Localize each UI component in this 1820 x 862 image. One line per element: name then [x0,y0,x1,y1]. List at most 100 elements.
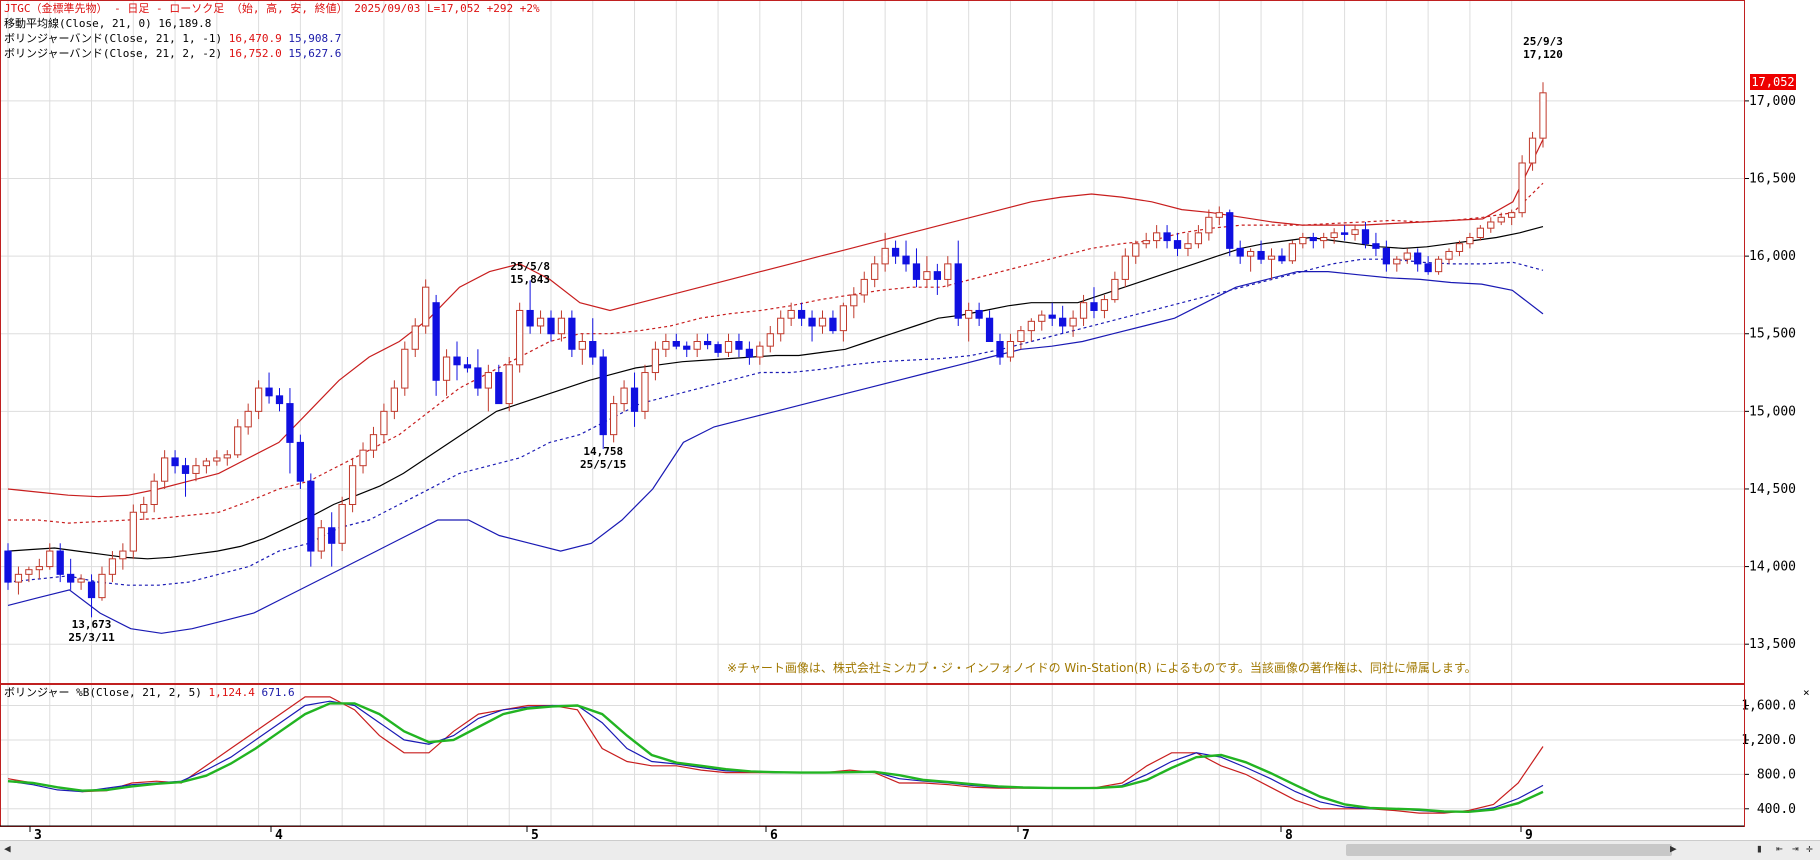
candle-body [672,341,680,347]
pctb-legend-value2: 671.6 [261,686,295,699]
candle-body [1121,255,1129,280]
candle-body [202,460,211,467]
candle-body [1069,317,1077,327]
candle-body [630,387,639,412]
candle-body [745,348,754,358]
candle-body [1153,232,1161,242]
candle-body [1320,236,1328,242]
candle-body [568,317,576,350]
candle-body [1539,92,1547,139]
sub-y-tick-label: 800.0 [1757,767,1796,782]
sub-y-tick-label: 400.0 [1757,802,1796,817]
candle-body [1163,232,1171,242]
candle-body [171,457,179,467]
bb2-upper-line [7,139,1544,498]
sub-y-tick-label: 1,200.0 [1741,733,1796,748]
candle-body [463,364,472,369]
candle-body [985,317,994,343]
candle-body [808,317,816,327]
bb1-legend-upper: 16,470.9 [228,32,282,45]
candle-body [662,341,670,350]
candle-body [307,480,315,552]
candle-body [1079,302,1088,319]
zoom-slider-icon[interactable]: ▮ [1756,842,1763,855]
candle-body [1497,216,1505,223]
candle-body [599,356,607,436]
candle-body [777,317,785,335]
candle-body [359,449,367,467]
bb2-legend-upper: 16,752.0 [228,47,282,60]
candle-body [505,364,513,405]
candle-body [1006,341,1015,358]
candle-body [380,410,388,436]
candle-body [735,341,743,350]
candle-body [87,581,96,599]
candle-body [1205,216,1213,234]
candle-body [1445,250,1453,260]
bb1-legend-lower: 15,908.7 [288,32,342,45]
close-subchart-button[interactable]: × [1803,686,1810,699]
candle-body [839,305,848,332]
candle-body [996,341,1004,358]
y-tick-label: 16,500 [1749,172,1796,187]
ma-legend: 移動平均線(Close, 21, 0) 16,189.8 [4,17,212,30]
annotation-value: 25/3/11 [68,631,115,644]
candle-body [1142,240,1150,245]
y-tick-label: 16,000 [1749,249,1796,264]
scrollbar-thumb[interactable] [1346,844,1672,856]
candle-body [338,503,346,544]
candle-body [860,278,868,296]
candle-body [390,387,398,412]
annotation-value: 15,843 [510,273,550,286]
annotation-value: 25/5/15 [580,458,626,471]
candle-body [108,558,117,575]
x-tick-label: 4 [275,828,283,843]
last-price-tag: 17,052 [1750,74,1796,90]
fit-icon[interactable]: ✛ [1806,842,1813,855]
candle-body [1414,252,1422,265]
candle-body [432,302,440,381]
candle-body [693,341,701,350]
x-tick-label: 9 [1525,828,1533,843]
candle-body [871,263,879,280]
candle-body [1455,243,1464,252]
candle-body [1059,317,1067,327]
candle-body [557,317,566,335]
candle-body [1361,229,1370,245]
chart-title: JTGC（金標準先物） - 日足 - ローソク足 （始, 高, 安, 終値） 2… [4,2,540,15]
zoom-in-icon[interactable]: ⇥ [1792,842,1799,855]
annotation-label: 25/5/8 [510,260,550,273]
candle-body [129,511,137,552]
candle-body [933,271,941,280]
pctb-legend-value1: 1,124.4 [208,686,255,699]
candle-body [369,434,378,451]
candle-body [161,457,169,482]
zoom-out-icon[interactable]: ⇤ [1776,842,1783,855]
candle-body [1403,252,1411,260]
candle-body [536,317,545,327]
scroll-left-icon[interactable]: ◀ [4,842,11,855]
candle-body [902,255,910,265]
candle-body [912,263,921,280]
candle-body [1100,299,1109,311]
candle-body [683,345,691,350]
y-tick-label: 14,000 [1749,560,1796,575]
scroll-right-icon[interactable]: ▶ [1670,842,1677,855]
y-tick-label: 14,500 [1749,482,1796,497]
candle-body [850,294,858,307]
candle-body [1267,255,1276,260]
candle-body [223,454,231,459]
candle-body [1487,221,1495,229]
candle-body [1340,232,1349,235]
candle-body [578,341,586,350]
candle-body [1434,258,1443,273]
annotation-label: 13,673 [72,618,112,631]
annotation-label: 14,758 [583,445,623,458]
candle-body [891,247,900,257]
candle-body [442,356,451,381]
candle-body [192,465,200,474]
candle-body [1173,240,1182,249]
y-tick-label: 17,000 [1749,94,1796,109]
